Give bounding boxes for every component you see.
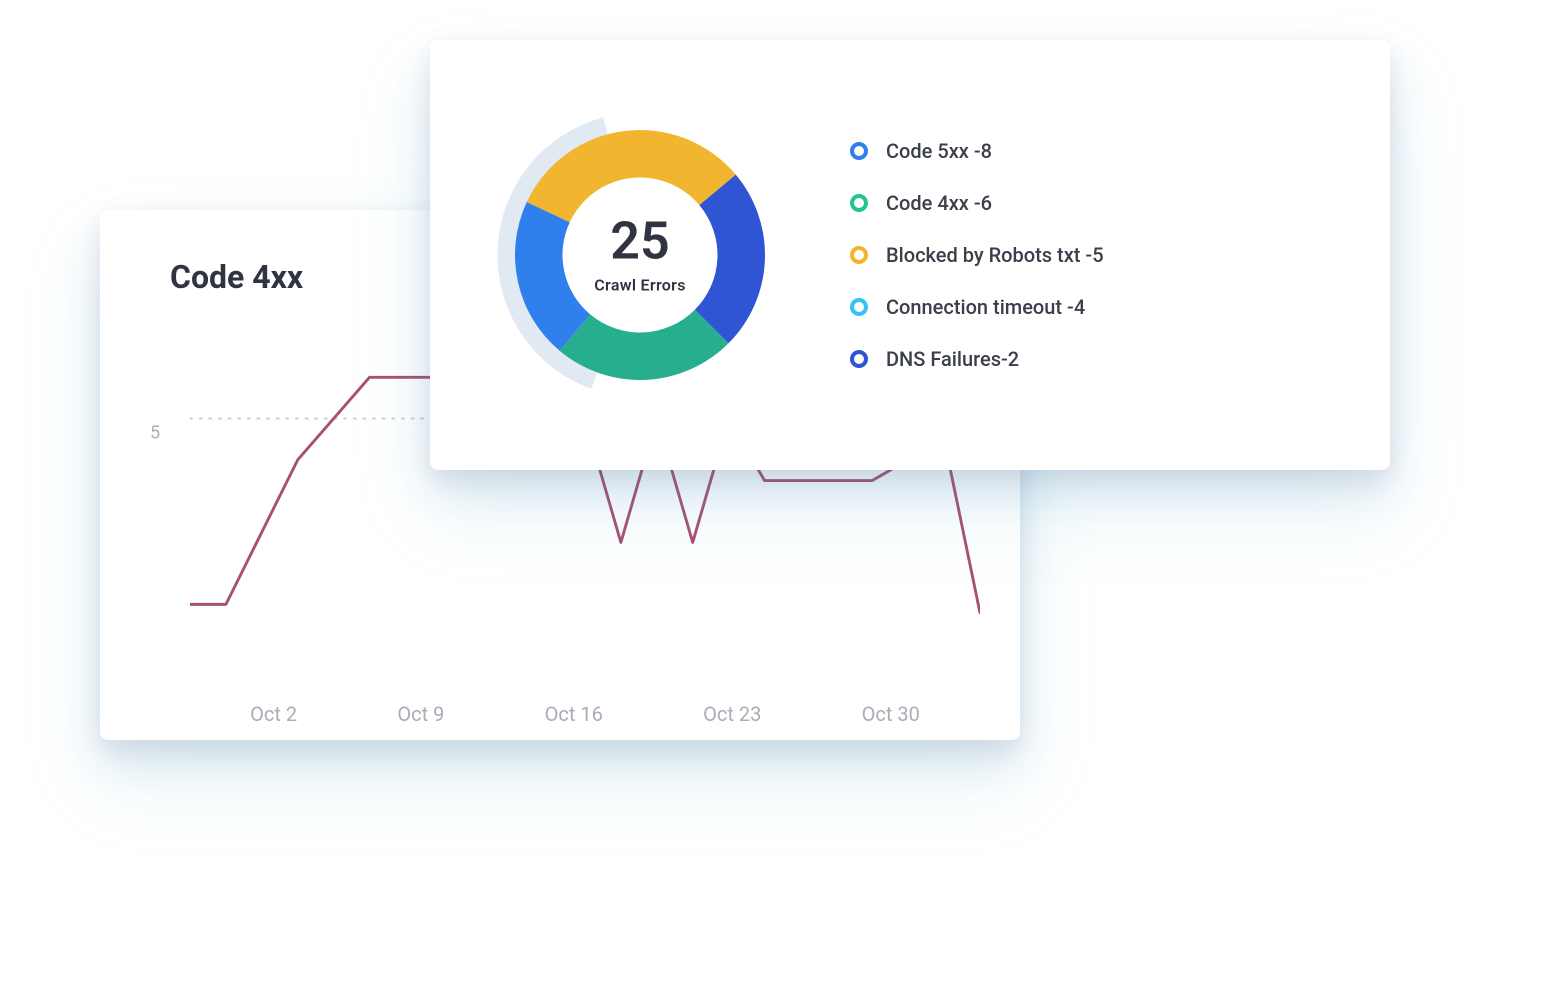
donut-chart: 25 Crawl Errors (490, 105, 790, 405)
legend-ring-icon (850, 298, 868, 316)
legend-label: DNS Failures-2 (886, 347, 1019, 371)
donut-center: 25 Crawl Errors (594, 216, 685, 295)
y-axis-ref-label: 5 (150, 423, 160, 444)
x-axis-tick-label: Oct 9 (397, 702, 444, 726)
donut-legend: Code 5xx -8 Code 4xx -6 Blocked by Robots … (850, 139, 1104, 371)
legend-item: Connection timeout -4 (850, 295, 1104, 319)
donut-center-value: 25 (594, 216, 685, 268)
legend-ring-icon (850, 142, 868, 160)
legend-label: Code 4xx -6 (886, 191, 992, 215)
legend-item: Code 4xx -6 (850, 191, 1104, 215)
crawl-errors-donut-card: 25 Crawl Errors Code 5xx -8 Code 4xx -6 Bl… (430, 40, 1390, 470)
x-axis-tick-label: Oct 2 (250, 702, 297, 726)
legend-item: Code 5xx -8 (850, 139, 1104, 163)
x-axis-tick-label: Oct 30 (862, 702, 920, 726)
legend-ring-icon (850, 194, 868, 212)
x-axis-labels: Oct 2 Oct 9 Oct 16 Oct 23 Oct 30 (200, 702, 970, 726)
donut-center-caption: Crawl Errors (594, 276, 685, 295)
legend-label: Code 5xx -8 (886, 139, 992, 163)
legend-ring-icon (850, 350, 868, 368)
x-axis-tick-label: Oct 16 (545, 702, 603, 726)
legend-item: DNS Failures-2 (850, 347, 1104, 371)
x-axis-tick-label: Oct 23 (703, 702, 761, 726)
legend-label: Connection timeout -4 (886, 295, 1085, 319)
legend-ring-icon (850, 246, 868, 264)
legend-label: Blocked by Robots txt -5 (886, 243, 1104, 267)
legend-item: Blocked by Robots txt -5 (850, 243, 1104, 267)
